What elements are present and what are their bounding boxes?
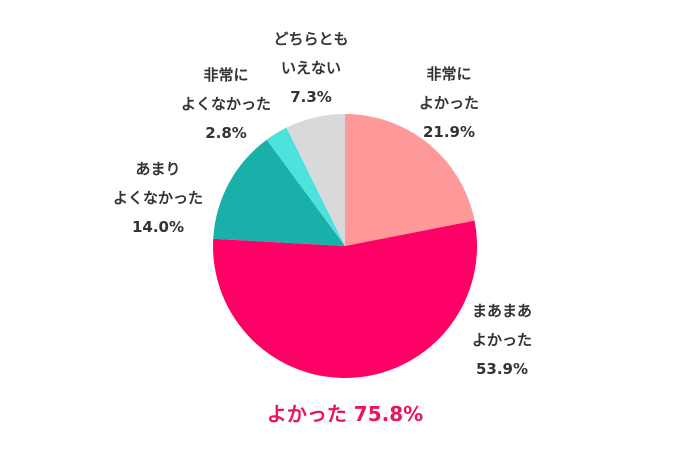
label-line: いえない (280, 59, 342, 77)
label-not-very-good: あまり よくなかった 14.0% (113, 155, 203, 242)
label-fairly-good: まあまあ よかった 53.9% (472, 297, 532, 384)
label-very-good: 非常に よかった 21.9% (419, 60, 479, 147)
label-line: よくなかった (180, 95, 272, 113)
slice-not-very-good (213, 139, 345, 246)
label-value: 21.9% (422, 123, 476, 141)
label-line: どちらとも (273, 30, 349, 48)
label-line: まあまあ (471, 302, 533, 320)
label-value: 2.8% (205, 124, 247, 142)
slice-neutral (286, 114, 345, 246)
label-very-bad: 非常に よくなかった 2.8% (181, 61, 271, 148)
label-line: 非常に (203, 66, 249, 84)
label-neutral: どちらとも いえない 7.3% (273, 25, 348, 112)
label-line: よかった (418, 94, 480, 112)
slice-very-bad (266, 127, 345, 246)
label-line: よかった (471, 331, 533, 349)
slice-very-good (345, 114, 475, 246)
label-line: 非常に (426, 65, 472, 83)
label-line: あまり (135, 160, 181, 178)
label-line: よくなかった (112, 189, 204, 207)
slice-fairly-good (213, 220, 478, 378)
summary-annotation: よかった 75.8% (266, 402, 424, 426)
label-value: 53.9% (475, 360, 529, 378)
label-value: 7.3% (290, 88, 332, 106)
label-value: 14.0% (131, 218, 185, 236)
